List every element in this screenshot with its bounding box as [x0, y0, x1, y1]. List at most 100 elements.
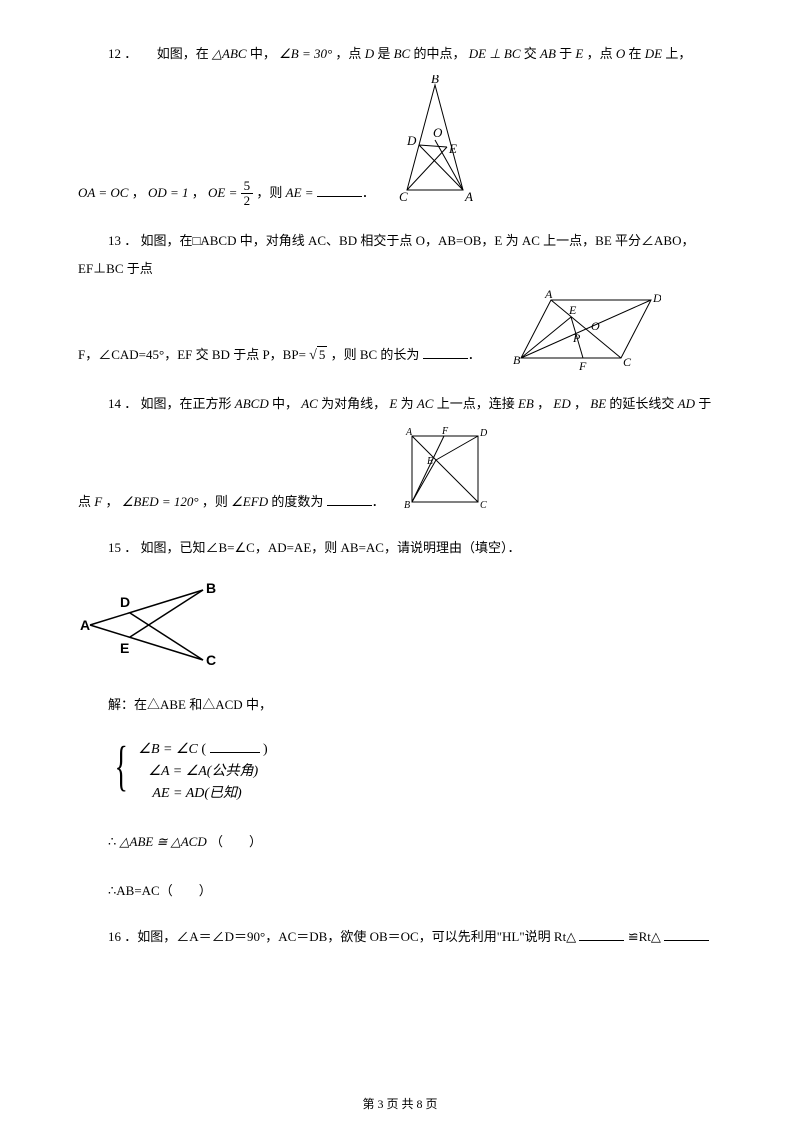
question-14: 14 ． 如图，在正方形 ABCD 中， AC 为对角线， E 为 AC 上一点… [78, 390, 722, 517]
q12-label-C: C [399, 189, 408, 204]
q15-s2: ∴ △ABE ≅ △ACD （ ） [108, 828, 722, 857]
q12-l2d: ， [192, 185, 205, 200]
q14-text-h: 的延长线交 [609, 396, 674, 411]
q15-s2a: ∴ [108, 834, 116, 849]
q12-text-i: 在 [629, 46, 642, 61]
q13-label-O: O [591, 319, 600, 333]
q12-figure: B D O E C A [385, 75, 485, 205]
q14-t2: AC [301, 396, 318, 411]
q13-blank [423, 344, 468, 359]
question-16: 16 ．如图，∠A＝∠D＝90°，AC＝DB，欲使 OB＝OC，可以先利用"HL… [78, 923, 722, 952]
q12-t7: E [575, 46, 583, 61]
q15-brace-icon: { [115, 738, 128, 793]
q13-l2b: ，则 BC 的长为 [331, 347, 420, 362]
q14-num: 14 [108, 396, 121, 411]
page-footer: 第 3 页 共 8 页 [0, 1095, 800, 1112]
question-12: 12 ． 如图，在 △ABC 中， ∠B = 30° ，点 D 是 BC 的中点… [78, 40, 722, 209]
q15-cases: { ∠B = ∠C ( ) ∠A = ∠A(公共角) AE = AD(已知) [108, 738, 722, 808]
q14-t6: ED [553, 396, 570, 411]
q14-text-b: 中， [272, 396, 298, 411]
q12-t4: BC [394, 46, 411, 61]
q13-line2: F，∠CAD=45°，EF 交 BD 于点 P，BP= 5 ，则 BC 的长为 … [78, 290, 722, 372]
q12-text-f: 交 [524, 46, 537, 61]
q12-label-B: B [431, 75, 439, 86]
q12-l2c: OD = 1 [148, 185, 189, 200]
q14-l2a: 点 [78, 494, 91, 509]
q15-s2b: △ABE ≅ △ACD [120, 834, 207, 849]
q15-figure-row: A B C D E [78, 575, 722, 675]
q14-t1: ABCD [235, 396, 269, 411]
q14-line2: 点 F ， ∠BED = 120° ，则 ∠EFD 的度数为 ． A F [78, 424, 722, 516]
q15-case3: AE = AD(已知) [138, 783, 267, 805]
q15-text-a: ． 如图，已知∠B=∠C，AD=AE，则 AB=AC，请说明理由（填空）． [124, 540, 520, 555]
q13-label-F: F [578, 359, 587, 370]
q15-label-D: D [120, 594, 130, 610]
q13-l2a: F，∠CAD=45°，EF 交 BD 于点 P，BP= [78, 347, 306, 362]
q14-label-A: A [405, 427, 413, 438]
q14-label-C: C [480, 500, 487, 511]
q12-l2b: ， [132, 185, 145, 200]
q15-figure: A B C D E [78, 575, 228, 675]
q14-l2f: ∠EFD [231, 494, 268, 509]
q12-label-D: D [406, 133, 417, 148]
page-content: 12 ． 如图，在 △ABC 中， ∠B = 30° ，点 D 是 BC 的中点… [0, 0, 800, 1000]
q13-label-E: E [568, 303, 577, 317]
q15-c1-blank [210, 738, 260, 753]
q12-label-E: E [448, 141, 457, 156]
q12-blank [317, 182, 362, 197]
q15-num: 15 [108, 540, 121, 555]
q14-text-c: 为对角线， [321, 396, 386, 411]
q12-text-j: 上， [665, 46, 691, 61]
q15-label-C: C [206, 652, 216, 668]
q12-line2: OA = OC ， OD = 1 ， OE = 5 2 ，则 AE = ． [78, 75, 722, 209]
q14-text-i: 于 [698, 396, 711, 411]
q14-text-a: ． 如图，在正方形 [124, 396, 231, 411]
q14-t8: AD [678, 396, 695, 411]
q14-l2g: 的度数为 [271, 494, 323, 509]
q12-t8: O [616, 46, 625, 61]
q14-text-d: 为 [401, 396, 414, 411]
question-13: 13 ． 如图，在□ABCD 中，对角线 AC、BD 相交于点 O，AB=OB，… [78, 227, 722, 372]
q12-text-a: ． 如图，在 [124, 46, 209, 61]
q14-blank [327, 491, 372, 506]
q14-l2d: ∠BED = 120° [122, 494, 199, 509]
q15-label-E: E [120, 640, 129, 656]
q12-text-e: 的中点， [413, 46, 465, 61]
q12-l2g: AE = [286, 185, 314, 200]
q16-blank2 [664, 926, 709, 941]
q13-figure: A D E O B P F C [511, 290, 661, 370]
q14-figure: A F D E B C [400, 424, 490, 514]
q12-t3: D [365, 46, 374, 61]
q12-l2a: OA = OC [78, 185, 128, 200]
q15-sol-intro: 解：在△ABE 和△ACD 中， [78, 691, 722, 720]
q13-label-D: D [652, 291, 661, 305]
q16-line1: 16 ．如图，∠A＝∠D＝90°，AC＝DB，欲使 OB＝OC，可以先利用"HL… [78, 923, 722, 952]
q12-text-g: 于 [559, 46, 572, 61]
q14-label-E: E [426, 456, 433, 467]
q15-c1c: ) [263, 742, 268, 757]
q14-l2c: ， [105, 494, 118, 509]
q12-t1: △ABC [212, 46, 247, 61]
q12-frac-den: 2 [241, 194, 254, 208]
q14-l2b: F [94, 494, 102, 509]
q14-line1: 14 ． 如图，在正方形 ABCD 中， AC 为对角线， E 为 AC 上一点… [78, 390, 722, 419]
q14-t4: AC [417, 396, 434, 411]
q14-label-B: B [404, 500, 410, 511]
q12-t6: AB [540, 46, 556, 61]
q12-t5: DE ⊥ BC [469, 46, 521, 61]
q13-label-B: B [513, 353, 521, 367]
q16-text-a: ．如图，∠A＝∠D＝90°，AC＝DB，欲使 OB＝OC，可以先利用"HL"说明… [124, 929, 576, 944]
q12-l2e-pre: OE = [208, 185, 241, 200]
q12-text-b: 中， [250, 46, 276, 61]
question-15: 15 ． 如图，已知∠B=∠C，AD=AE，则 AB=AC，请说明理由（填空）．… [78, 534, 722, 905]
q12-text-h: ，点 [587, 46, 613, 61]
q14-text-g: ， [574, 396, 587, 411]
q12-label-O: O [433, 125, 443, 140]
q12-t9: DE [645, 46, 662, 61]
q15-c1b: ( [201, 742, 206, 757]
q13-text-a: ． 如图，在□ABCD 中，对角线 AC、BD 相交于点 O，AB=OB，E 为… [78, 233, 695, 277]
q14-label-D: D [479, 428, 488, 439]
q13-sqrt: 5 [309, 341, 327, 372]
q12-num: 12 [108, 46, 121, 61]
q12-l2f: ，则 [256, 185, 282, 200]
